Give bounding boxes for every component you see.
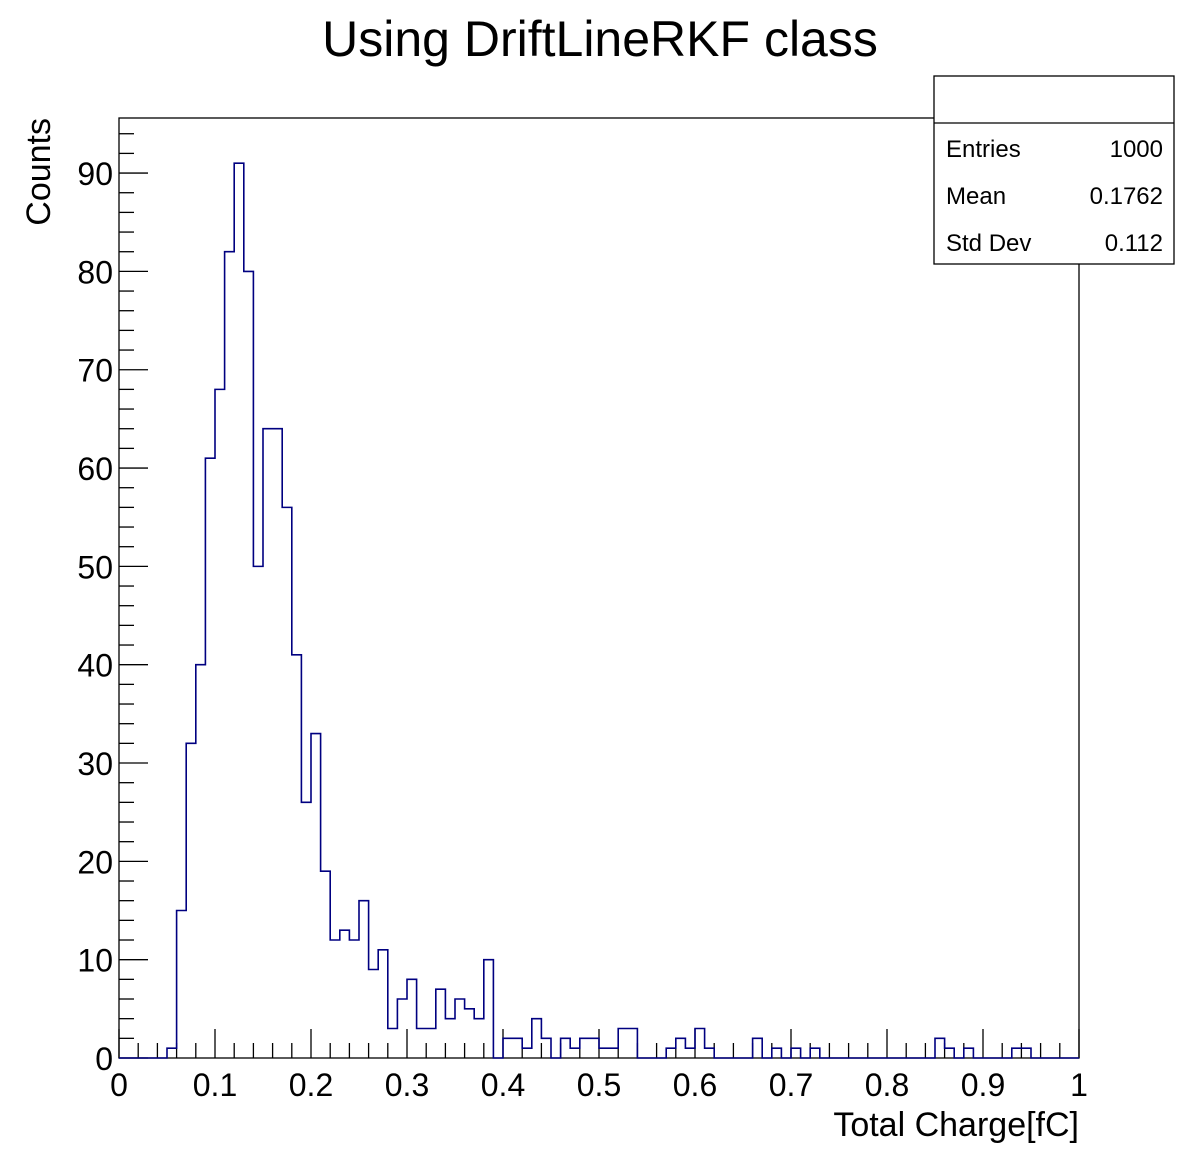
stats-mean-value: 0.1762	[1090, 183, 1163, 210]
stats-mean-label: Mean	[946, 183, 1006, 210]
chart-title: Using DriftLineRKF class	[322, 11, 878, 67]
y-tick-label: 30	[77, 746, 113, 782]
y-tick-label: 80	[77, 254, 113, 290]
x-tick-label: 0.3	[385, 1067, 429, 1103]
stats-box: Entries 1000 Mean 0.1762 Std Dev 0.112	[933, 75, 1175, 265]
x-axis-ticks: 0 0.1 0.2 0.3 0.4 0.5 0.6 0.7 0.8 0.9 1	[110, 1029, 1088, 1103]
x-tick-label: 0.7	[769, 1067, 813, 1103]
y-tick-label: 50	[77, 549, 113, 585]
y-tick-label: 10	[77, 943, 113, 979]
stats-box-frame	[933, 75, 1175, 265]
stats-stddev-label: Std Dev	[946, 230, 1031, 257]
x-tick-label: 0.1	[193, 1067, 237, 1103]
x-tick-label: 0.8	[865, 1067, 909, 1103]
x-tick-label: 0.5	[577, 1067, 621, 1103]
y-tick-label: 40	[77, 648, 113, 684]
x-tick-label: 0	[110, 1067, 128, 1103]
y-axis-ticks: 0 10 20 30 40 50 60 70 80 90	[77, 133, 148, 1077]
stats-entries-value: 1000	[1110, 136, 1163, 163]
x-tick-label: 1	[1070, 1067, 1088, 1103]
x-axis-title: Total Charge[fC]	[833, 1106, 1079, 1144]
y-tick-label: 20	[77, 844, 113, 880]
x-tick-label: 0.6	[673, 1067, 717, 1103]
y-axis-title: Counts	[20, 118, 58, 226]
y-tick-label: 70	[77, 353, 113, 389]
y-tick-label: 0	[95, 1041, 113, 1077]
stats-stddev-value: 0.112	[1105, 230, 1163, 257]
y-tick-label: 60	[77, 451, 113, 487]
y-tick-label: 90	[77, 156, 113, 192]
x-tick-label: 0.9	[961, 1067, 1005, 1103]
x-tick-label: 0.2	[289, 1067, 333, 1103]
stats-entries-label: Entries	[946, 136, 1021, 163]
histogram-line	[119, 162, 1079, 1059]
x-tick-label: 0.4	[481, 1067, 525, 1103]
